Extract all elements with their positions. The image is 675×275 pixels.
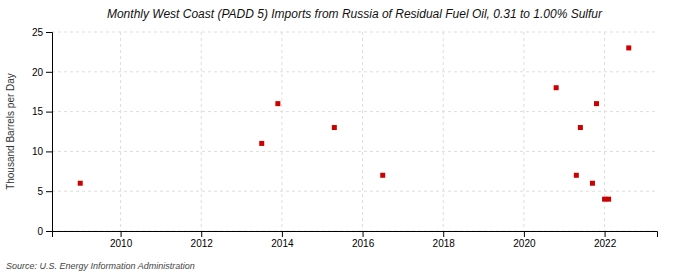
x-tick-mark	[363, 231, 364, 237]
grid	[52, 32, 657, 231]
grid-line	[362, 32, 363, 231]
point	[606, 197, 611, 202]
y-axis: 0 5 10 15 20 25	[32, 27, 53, 237]
y-tick-label: 10	[32, 146, 44, 157]
x-tick-mark	[443, 231, 444, 237]
y-tick-mark	[46, 231, 52, 232]
grid-line	[281, 32, 282, 231]
y-tick-label: 25	[32, 27, 44, 38]
y-axis-title: Thousand Barrels per Day	[5, 73, 16, 190]
grid-line	[52, 111, 657, 112]
chart: 2010 2012 2014 2016 2018 2020 2022 0 5 10 15 20 25 Mo…	[0, 0, 675, 275]
x-tick: 2016	[352, 231, 375, 249]
x-tick-label: 2018	[433, 238, 456, 249]
point	[380, 173, 385, 178]
plot: 2010 2012 2014 2016 2018 2020 2022 0 5 10 15 20 25	[32, 27, 658, 249]
grid-line	[201, 32, 202, 231]
grid-line	[120, 32, 121, 231]
x-tick: 2018	[433, 231, 456, 249]
x-axis: 2010 2012 2014 2016 2018 2020 2022	[53, 231, 658, 249]
y-tick: 20	[32, 67, 52, 78]
grid-line	[443, 32, 444, 231]
point	[626, 45, 631, 50]
grid-line	[52, 32, 657, 33]
x-axis-line	[53, 232, 658, 238]
x-tick-mark	[201, 231, 202, 237]
y-tick-mark	[46, 191, 52, 192]
y-tick-mark	[46, 112, 52, 113]
x-tick-label: 2020	[513, 238, 536, 249]
title: Monthly West Coast (PADD 5) Imports from…	[107, 7, 603, 21]
x-tick-mark	[282, 231, 283, 237]
point	[554, 85, 559, 90]
x-tick-label: 2022	[594, 238, 617, 249]
y-tick: 10	[32, 146, 52, 157]
grid-line	[52, 151, 657, 152]
y-axis-line	[46, 33, 53, 232]
point	[590, 181, 595, 186]
x-tick: 2012	[191, 231, 214, 249]
y-tick-label: 20	[32, 67, 44, 78]
x-tick-label: 2012	[191, 238, 214, 249]
x-tick: 2010	[110, 231, 133, 249]
y-tick-mark	[46, 32, 52, 33]
x-tick-mark	[524, 231, 525, 237]
y-tick-label: 0	[37, 226, 43, 237]
y-tick: 15	[32, 106, 52, 117]
x-tick: 2022	[594, 231, 617, 249]
points	[78, 45, 632, 201]
source: Source: U.S. Energy Information Administ…	[6, 261, 195, 271]
x-tick: 2020	[513, 231, 536, 249]
y-tick: 5	[37, 186, 52, 197]
x-tick-label: 2016	[352, 238, 375, 249]
y-tick-label: 15	[32, 106, 44, 117]
point	[332, 125, 337, 130]
y-tick-mark	[46, 151, 52, 152]
x-tick: 2014	[271, 231, 294, 249]
grid-line	[52, 191, 657, 192]
x-tick-label: 2014	[271, 238, 294, 249]
grid-line	[52, 71, 657, 72]
y-tick-mark	[46, 72, 52, 73]
point	[578, 125, 583, 130]
x-tick-mark	[121, 231, 122, 237]
x-tick-mark	[605, 231, 606, 237]
y-tick-label: 5	[37, 186, 43, 197]
y-tick: 0	[37, 226, 52, 237]
y-tick: 25	[32, 27, 52, 38]
x-tick-label: 2010	[110, 238, 133, 249]
point	[259, 141, 264, 146]
grid-line	[523, 32, 524, 231]
point	[78, 181, 83, 186]
point	[574, 173, 579, 178]
point	[275, 101, 280, 106]
point	[594, 101, 599, 106]
